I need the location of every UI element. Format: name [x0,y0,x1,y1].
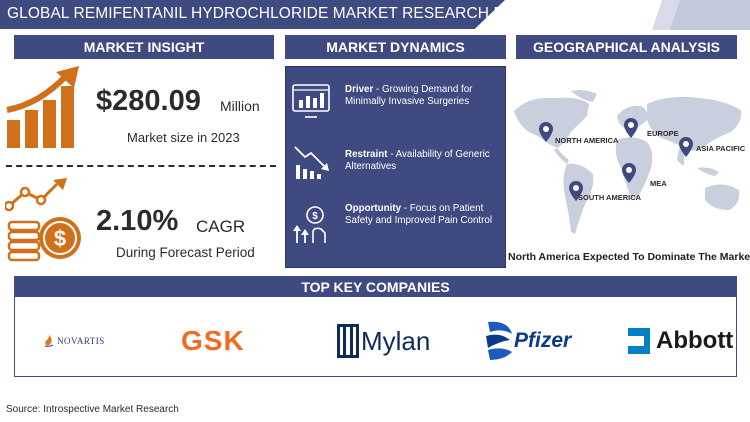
novartis-logo: NOVARTIS [44,316,105,366]
page-title: GLOBAL REMIFENTANIL HYDROCHLORIDE MARKET… [7,5,559,22]
region-label-asia-pacific: ASIA PACIFIC [696,144,746,153]
novartis-flame-icon [44,335,54,347]
corner-stripe-decoration [652,0,750,30]
driver-description: - Growing Demand for Minimally Invasive … [345,84,473,107]
restraint-description: - Availability of Generic Alternatives [345,149,490,172]
cagr-unit: CAGR [196,217,246,236]
pfizer-logo: Pfizer [482,316,571,366]
svg-text:$: $ [312,211,318,222]
region-label-europe: EUROPE [647,129,679,138]
insight-divider [6,165,276,167]
market-size-caption: Market size in 2023 [127,130,240,145]
map-pin-icon [622,163,636,183]
map-pin-icon [569,181,583,201]
driver-label: Driver [345,84,374,95]
abbott-wordmark: Abbott [656,327,734,354]
map-pin-icon [679,137,693,157]
dollar-growth-icon: $ [293,206,326,243]
world-map [514,90,742,234]
market-dynamics-panel: Driver - Growing Demand for Minimally In… [285,66,506,268]
map-pin-icon [624,118,638,138]
driver-text: Driver - Growing Demand for Minimally In… [345,84,505,108]
abbott-logo: Abbott [626,316,733,366]
cagr-caption: During Forecast Period [116,245,255,260]
restraint-label: Restraint [345,149,388,160]
market-size-unit: Million [220,98,260,114]
cagr-value: 2.10% [96,205,179,237]
source-note: Source: Introspective Market Research [6,404,179,415]
svg-text:$: $ [54,226,66,251]
map-pin-icon [539,122,553,142]
restraint-text: Restraint - Availability of Generic Alte… [345,149,505,173]
section-top-key-companies: TOP KEY COMPANIES [15,277,736,297]
opportunity-description: - Focus on Patient Safety and Improved P… [345,203,493,226]
region-label-north-america: NORTH AMERICA [555,136,619,145]
mylan-logo: Mylan [337,316,430,366]
monitor-chart-icon [292,84,330,118]
section-market-dynamics: MARKET DYNAMICS [285,35,506,59]
section-geographical-analysis: GEOGRAPHICAL ANALYSIS [516,35,737,59]
pfizer-wordmark: Pfizer [514,329,572,352]
mylan-m-icon [337,324,359,358]
top-key-companies-panel: TOP KEY COMPANIES [14,276,737,377]
opportunity-label: Opportunity [345,203,402,214]
market-size-value: $280.09 [96,85,201,117]
opportunity-text: Opportunity - Focus on Patient Safety an… [345,203,505,227]
dollar-growth-coins-icon: $ [5,178,81,262]
abbott-a-icon [628,328,650,354]
declining-bars-icon [294,146,329,179]
growth-bar-chart-icon [6,66,79,148]
gsk-wordmark: GSK [181,325,245,356]
mylan-wordmark: Mylan [361,325,431,356]
title-bar [0,0,505,29]
region-label-south-america: SOUTH AMERICA [578,193,642,202]
pfizer-swirl-icon [486,321,512,360]
gsk-logo: GSK [181,316,245,366]
geo-caption: North America Expected To Dominate The M… [508,251,750,263]
novartis-wordmark: NOVARTIS [57,336,105,346]
section-market-insight: MARKET INSIGHT [14,35,274,59]
region-label-mea: MEA [650,179,667,188]
